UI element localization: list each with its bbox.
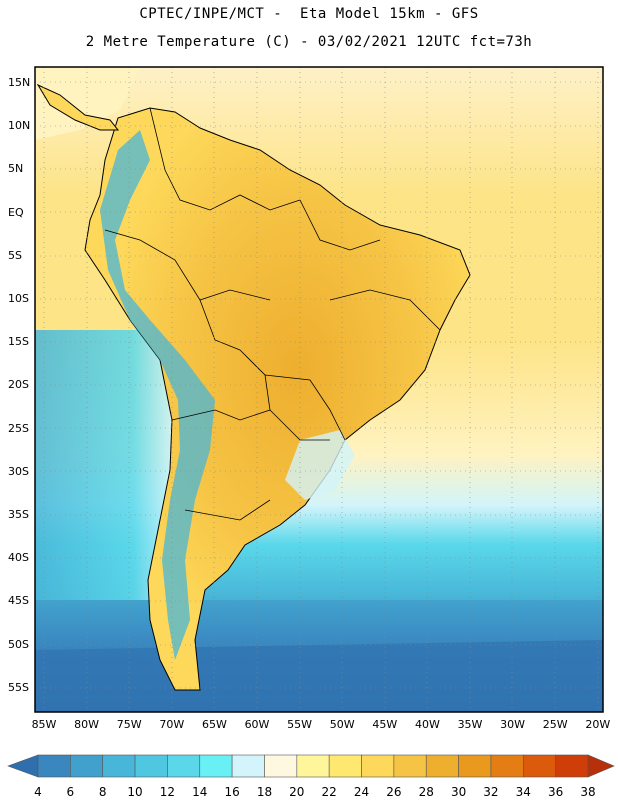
- colorbar-swatch: [458, 754, 492, 778]
- southern-ocean-cold-field: [35, 640, 603, 712]
- lon-label: 30W: [500, 718, 526, 731]
- map-title-line1: CPTEC/INPE/MCT - Eta Model 15km - GFS: [139, 6, 479, 22]
- colorbar-swatch: [199, 754, 233, 778]
- lat-label: EQ: [8, 205, 24, 219]
- colorbar-tick-label: 20: [289, 785, 305, 799]
- colorbar-tick-label: 28: [418, 785, 434, 799]
- central-america-land: [36, 83, 120, 131]
- colorbar-tick-label: 8: [98, 785, 107, 799]
- map-frame: [34, 66, 604, 713]
- colorbar-tick-label: 24: [353, 785, 370, 799]
- colorbar-swatch: [296, 754, 330, 778]
- colorbar-tick-label: 36: [548, 785, 564, 799]
- lon-label: 25W: [542, 718, 568, 731]
- colorbar-tick-label: 38: [580, 785, 596, 799]
- colorbar-swatch: [425, 754, 459, 778]
- lat-label: 10S: [8, 292, 29, 305]
- lat-label: 20S: [8, 378, 29, 392]
- colorbar-swatch: [167, 754, 201, 778]
- colorbar-tick-label: 34: [515, 785, 531, 799]
- lon-label: 40W: [414, 718, 440, 731]
- colorbar-swatch: [70, 754, 104, 778]
- andes-cold-band: [100, 130, 215, 660]
- lat-label: 5N: [8, 162, 24, 176]
- lat-label: 15S: [8, 335, 29, 349]
- colorbar-swatch: [490, 754, 524, 778]
- colorbar-max-arrow: [587, 754, 615, 778]
- lon-label: 50W: [329, 718, 355, 731]
- lon-label: 45W: [372, 718, 398, 731]
- colorbar-swatch: [555, 754, 589, 778]
- lon-label: 70W: [159, 718, 185, 731]
- colorbar-swatch: [37, 754, 71, 778]
- lon-label: 55W: [287, 718, 313, 731]
- colorbar-swatch: [522, 754, 556, 778]
- lon-label: 85W: [31, 718, 57, 731]
- map-title-line2: 2 Metre Temperature (C) - 03/02/2021 12U…: [85, 34, 533, 50]
- lon-label: 60W: [244, 718, 270, 731]
- colorbar-tick-label: 16: [224, 785, 240, 799]
- colorbar-tick-label: 22: [321, 785, 337, 799]
- colorbar-swatch: [231, 754, 265, 778]
- lat-label: 10N: [8, 119, 31, 133]
- lat-label: 50S: [8, 637, 29, 651]
- colorbar-tick-label: 32: [483, 785, 499, 799]
- pacific-cool-field: [35, 330, 175, 600]
- lat-label: 5S: [8, 248, 22, 262]
- lat-label: 55S: [8, 680, 29, 694]
- lon-label: 20W: [585, 718, 611, 731]
- southern-brazil-cool-patch: [285, 430, 355, 500]
- colorbar-swatch: [361, 754, 395, 778]
- colorbar-tick-label: 12: [159, 785, 176, 799]
- colorbar-tick-label: 26: [386, 785, 402, 799]
- colorbar-tick-label: 6: [66, 785, 75, 799]
- lon-label: 80W: [74, 718, 100, 731]
- lat-label: 30S: [8, 464, 29, 478]
- colorbar-tick-label: 14: [192, 785, 208, 799]
- colorbar: [7, 754, 615, 778]
- colorbar-swatch: [134, 754, 168, 778]
- lat-label: 25S: [8, 421, 29, 435]
- lat-label: 15N: [8, 76, 31, 89]
- colorbar-swatch: [393, 754, 427, 778]
- lat-label: 40S: [8, 551, 29, 565]
- lat-label: 35S: [8, 508, 29, 521]
- lat-label: 45S: [8, 594, 29, 608]
- lon-label: 65W: [201, 718, 227, 731]
- colorbar-min-arrow: [7, 754, 39, 778]
- lon-label: 35W: [457, 718, 483, 731]
- colorbar-tick-label: 4: [34, 785, 42, 799]
- colorbar-swatch: [264, 754, 298, 778]
- colorbar-tick-label: 30: [450, 785, 467, 799]
- colorbar-swatch: [328, 754, 362, 778]
- colorbar-tick-label: 18: [256, 785, 273, 799]
- country-borders: [104, 107, 441, 521]
- colorbar-swatch: [102, 754, 136, 778]
- lon-label: 75W: [116, 718, 142, 731]
- colorbar-tick-label: 10: [127, 785, 143, 799]
- caribbean-field: [35, 67, 140, 140]
